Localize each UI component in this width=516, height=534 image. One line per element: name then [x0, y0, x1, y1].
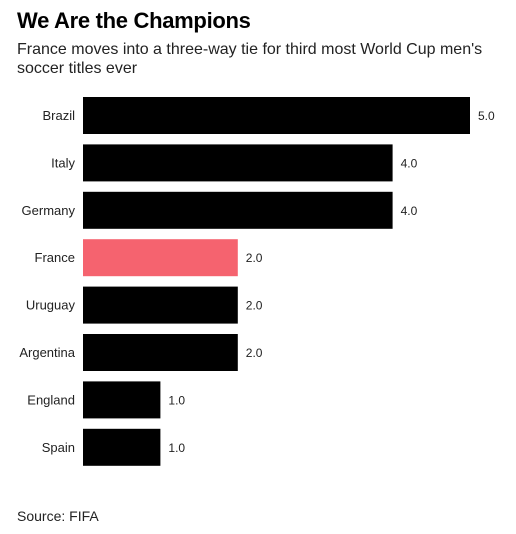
bars-group: Brazil 5.0 Italy 4.0 Germany 4.0 France 2.0 Urug… — [19, 97, 495, 466]
source-note: Source: FIFA — [17, 508, 99, 524]
category-label-argentina: Argentina — [19, 345, 75, 360]
category-label-france: France — [35, 250, 75, 265]
value-label-uruguay: 2.0 — [246, 299, 263, 313]
bar-uruguay — [83, 286, 238, 324]
bar-chart: Brazil 5.0 Italy 4.0 Germany 4.0 France 2.0 Urug… — [19, 97, 495, 466]
bar-england — [83, 381, 161, 419]
bar-brazil — [83, 97, 470, 134]
bar-spain — [83, 428, 161, 466]
category-label-brazil: Brazil — [42, 108, 75, 123]
value-label-argentina: 2.0 — [246, 346, 263, 360]
value-label-england: 1.0 — [168, 393, 185, 407]
bar-argentina — [83, 334, 238, 371]
chart-title: We Are the Champions — [17, 8, 251, 33]
bar-italy — [83, 144, 393, 182]
value-label-spain: 1.0 — [168, 441, 185, 455]
bar-germany — [83, 191, 393, 229]
category-label-spain: Spain — [42, 440, 75, 455]
bar-france — [83, 239, 238, 277]
value-label-italy: 4.0 — [401, 156, 418, 170]
value-label-brazil: 5.0 — [478, 109, 495, 123]
chart-subtitle: France moves into a three-way tie for th… — [17, 41, 483, 77]
value-label-france: 2.0 — [246, 251, 263, 265]
value-label-germany: 4.0 — [401, 204, 418, 218]
category-label-italy: Italy — [51, 155, 75, 170]
category-label-uruguay: Uruguay — [26, 298, 76, 313]
category-label-germany: Germany — [22, 203, 76, 218]
category-label-england: England — [27, 392, 75, 407]
